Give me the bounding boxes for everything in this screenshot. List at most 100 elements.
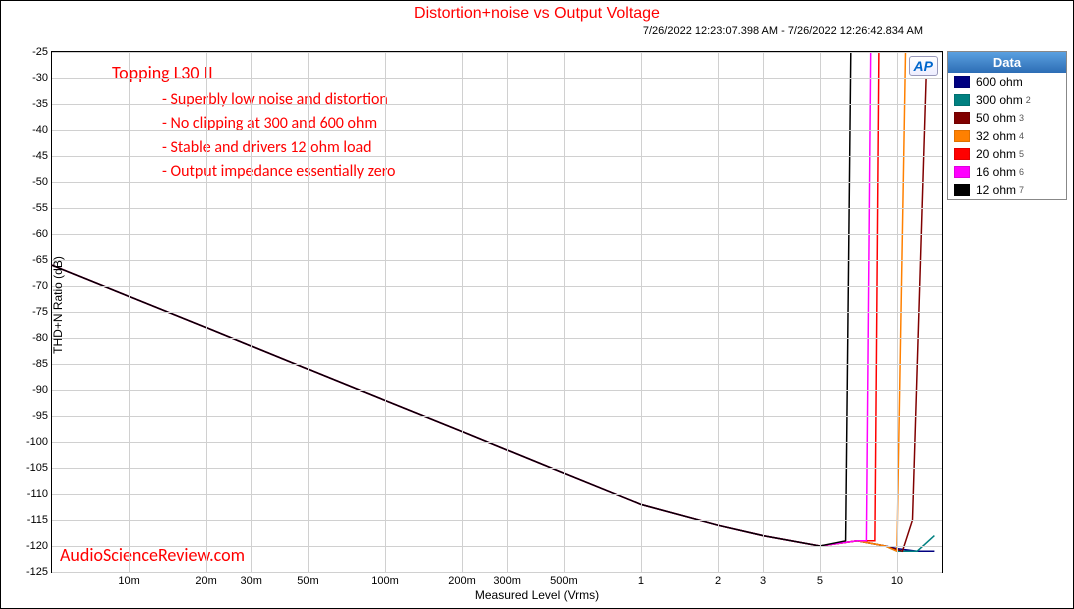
- x-tick-label: 10m: [118, 572, 139, 587]
- legend-label: 50 ohm: [976, 111, 1016, 125]
- annotation-bullet-3: - Output impedance essentially zero: [162, 162, 395, 181]
- legend-suffix: 4: [1019, 131, 1024, 141]
- legend-label: 300 ohm: [976, 93, 1023, 107]
- y-tick-label: -40: [32, 124, 52, 136]
- plot-area: AP Topping L30 II - Superbly low noise a…: [51, 51, 943, 573]
- x-tick-label: 5: [817, 572, 823, 587]
- legend-suffix: 3: [1019, 113, 1024, 123]
- y-tick-label: -85: [32, 358, 52, 370]
- y-tick-label: -120: [26, 540, 52, 552]
- watermark-text: AudioScienceReview.com: [60, 544, 245, 566]
- gridline-v: [820, 52, 821, 572]
- gridline-h: [52, 104, 942, 105]
- series-line: [52, 265, 934, 551]
- legend-item: 16 ohm6: [948, 163, 1066, 181]
- legend-item: 12 ohm7: [948, 181, 1066, 199]
- x-tick-label: 2: [715, 572, 721, 587]
- gridline-h: [52, 468, 942, 469]
- y-tick-label: -70: [32, 280, 52, 292]
- gridline-h: [52, 520, 942, 521]
- series-line: [52, 265, 934, 551]
- y-tick-label: -75: [32, 306, 52, 318]
- gridline-h: [52, 442, 942, 443]
- gridline-v: [641, 52, 642, 572]
- legend-item: 50 ohm3: [948, 109, 1066, 127]
- x-tick-label: 100m: [371, 572, 399, 587]
- gridline-h: [52, 260, 942, 261]
- gridline-h: [52, 312, 942, 313]
- gridline-h: [52, 390, 942, 391]
- y-tick-label: -80: [32, 332, 52, 344]
- y-tick-label: -125: [26, 566, 52, 578]
- x-axis-label: Measured Level (Vrms): [475, 588, 599, 602]
- x-tick-label: 10: [891, 572, 903, 587]
- gridline-v: [251, 52, 252, 572]
- gridline-h: [52, 182, 942, 183]
- chart-title: Distortion+noise vs Output Voltage: [1, 5, 1073, 23]
- gridline-v: [462, 52, 463, 572]
- chart-container: Distortion+noise vs Output Voltage 7/26/…: [0, 0, 1074, 609]
- gridline-h: [52, 208, 942, 209]
- gridline-h: [52, 546, 942, 547]
- x-tick-label: 200m: [448, 572, 476, 587]
- legend-swatch: [954, 112, 970, 124]
- gridline-v: [564, 52, 565, 572]
- chart-timestamp: 7/26/2022 12:23:07.398 AM - 7/26/2022 12…: [1, 25, 1073, 37]
- legend-label: 12 ohm: [976, 183, 1016, 197]
- y-tick-label: -105: [26, 462, 52, 474]
- gridline-h: [52, 416, 942, 417]
- y-tick-label: -50: [32, 176, 52, 188]
- gridline-v: [385, 52, 386, 572]
- annotation-bullet-2: - Stable and drivers 12 ohm load: [162, 138, 372, 157]
- legend-label: 20 ohm: [976, 147, 1016, 161]
- y-axis-label: THD+N Ratio (dB): [51, 256, 65, 354]
- legend-swatch: [954, 184, 970, 196]
- gridline-h: [52, 338, 942, 339]
- legend-swatch: [954, 166, 970, 178]
- y-tick-label: -110: [27, 488, 52, 500]
- legend-swatch: [954, 94, 970, 106]
- y-tick-label: -115: [27, 514, 52, 526]
- legend-header: Data: [948, 52, 1066, 73]
- legend-label: 32 ohm: [976, 129, 1016, 143]
- gridline-h: [52, 130, 942, 131]
- y-tick-label: -100: [26, 436, 52, 448]
- legend-label: 16 ohm: [976, 165, 1016, 179]
- legend-swatch: [954, 148, 970, 160]
- y-tick-label: -90: [32, 384, 52, 396]
- x-tick-label: 20m: [195, 572, 216, 587]
- gridline-h: [52, 52, 942, 53]
- y-tick-label: -55: [32, 202, 52, 214]
- x-tick-label: 1: [638, 572, 644, 587]
- gridline-h: [52, 78, 942, 79]
- gridline-h: [52, 494, 942, 495]
- legend-item: 32 ohm4: [948, 127, 1066, 145]
- legend-box: Data 600 ohm300 ohm250 ohm332 ohm420 ohm…: [947, 51, 1067, 200]
- gridline-h: [52, 286, 942, 287]
- legend-item: 20 ohm5: [948, 145, 1066, 163]
- legend-swatch: [954, 76, 970, 88]
- x-tick-label: 50m: [297, 572, 318, 587]
- legend-item: 600 ohm: [948, 73, 1066, 91]
- ap-logo-icon: AP: [909, 56, 938, 76]
- legend-suffix: 5: [1019, 149, 1024, 159]
- y-tick-label: -35: [32, 98, 52, 110]
- gridline-v: [897, 52, 898, 572]
- legend-suffix: 7: [1019, 185, 1024, 195]
- y-tick-label: -25: [32, 46, 52, 58]
- x-tick-label: 3: [760, 572, 766, 587]
- gridline-v: [507, 52, 508, 572]
- y-tick-label: -65: [32, 254, 52, 266]
- legend-label: 600 ohm: [976, 75, 1023, 89]
- gridline-v: [129, 52, 130, 572]
- gridline-v: [308, 52, 309, 572]
- y-tick-label: -45: [32, 150, 52, 162]
- y-tick-label: -95: [32, 410, 52, 422]
- y-tick-label: -60: [32, 228, 52, 240]
- gridline-h: [52, 156, 942, 157]
- gridline-v: [763, 52, 764, 572]
- x-tick-label: 500m: [550, 572, 578, 587]
- annotation-bullet-0: - Superbly low noise and distortion: [162, 90, 388, 109]
- gridline-h: [52, 234, 942, 235]
- legend-swatch: [954, 130, 970, 142]
